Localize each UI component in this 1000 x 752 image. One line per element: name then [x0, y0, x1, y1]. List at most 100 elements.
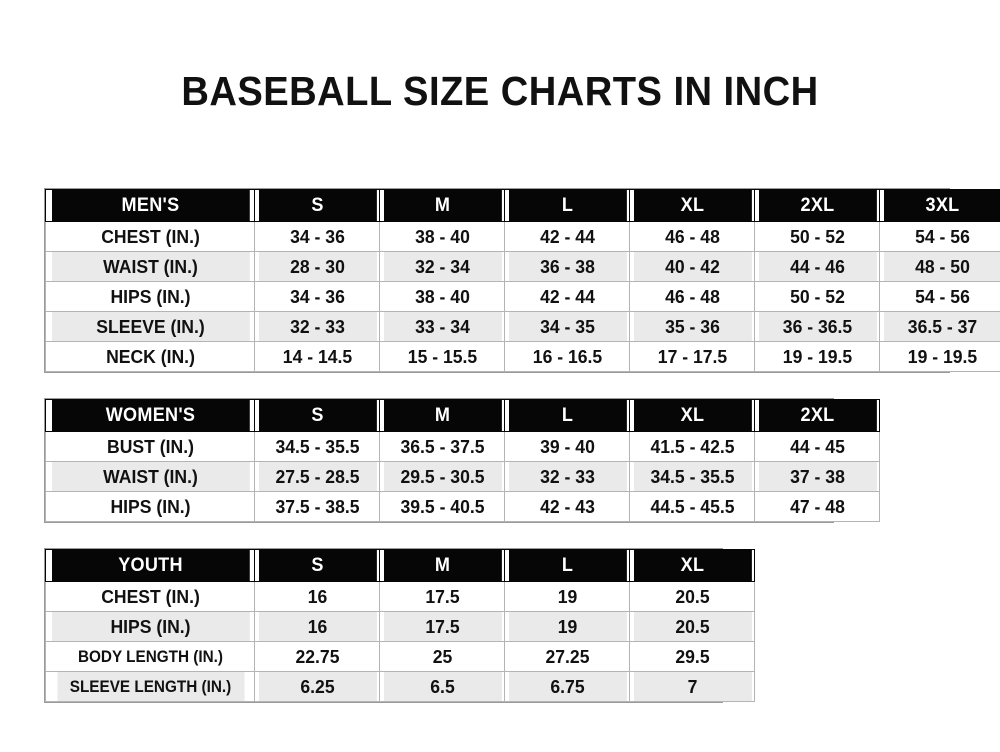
mens-measurement-label: SLEEVE (IN.) [50, 311, 250, 342]
youth-measurement-value: 20.5 [632, 581, 752, 612]
youth-size-header-s: S [257, 549, 377, 582]
womens-measurement-label: HIPS (IN.) [50, 491, 250, 522]
womens-measurement-value: 47 - 48 [757, 491, 877, 522]
mens-measurement-label: HIPS (IN.) [50, 281, 250, 312]
mens-measurement-label: CHEST (IN.) [50, 221, 250, 252]
womens-measurement-value: 39.5 - 40.5 [382, 491, 502, 522]
mens-measurement-value: 54 - 56 [882, 281, 1000, 312]
womens-measurement-value: 27.5 - 28.5 [257, 461, 377, 492]
mens-measurement-value: 38 - 40 [382, 281, 502, 312]
table-row: WAIST (IN.) 28 - 30 32 - 34 36 - 38 40 - 42 4… [46, 251, 1000, 282]
womens-measurement-value: 29.5 - 30.5 [382, 461, 502, 492]
mens-measurement-value: 34 - 36 [257, 221, 377, 252]
mens-measurement-value: 38 - 40 [382, 221, 502, 252]
mens-size-header-s: S [257, 189, 377, 222]
youth-measurement-value: 27.25 [507, 641, 627, 672]
womens-size-table: WOMEN'S S M L XL 2XL BUST (IN.) 34.5 - 35.5 36.… [45, 399, 880, 522]
youth-measurement-label: BODY LENGTH (IN.) [55, 641, 245, 672]
mens-measurement-value: 46 - 48 [632, 281, 752, 312]
mens-measurement-label: NECK (IN.) [50, 341, 250, 372]
womens-measurement-value: 39 - 40 [507, 431, 627, 462]
table-row: HIPS (IN.) 37.5 - 38.5 39.5 - 40.5 42 - 43 4… [46, 491, 880, 522]
mens-size-header-3xl: 3XL [882, 189, 1000, 222]
table-row: HIPS (IN.) 34 - 36 38 - 40 42 - 44 46 - 48 50… [46, 281, 1000, 312]
table-row: CHEST (IN.) 16 17.5 19 20.5 [46, 581, 755, 612]
womens-category-header: WOMEN'S [50, 399, 250, 432]
youth-size-chart: YOUTH S M L XL CHEST (IN.) 16 17.5 19 20.5 HIPS (… [44, 548, 752, 703]
womens-size-header-l: L [507, 399, 627, 432]
mens-header-row: MEN'S S M L XL 2XL 3XL [46, 189, 1000, 222]
youth-measurement-value: 16 [257, 611, 377, 642]
mens-table-body: CHEST (IN.) 34 - 36 38 - 40 42 - 44 46 - 48 5… [46, 221, 1000, 372]
mens-measurement-value: 16 - 16.5 [507, 341, 627, 372]
mens-measurement-value: 28 - 30 [257, 251, 377, 282]
table-row: NECK (IN.) 14 - 14.5 15 - 15.5 16 - 16.5 17 … [46, 341, 1000, 372]
youth-measurement-value: 19 [507, 611, 627, 642]
mens-measurement-value: 36 - 36.5 [757, 311, 877, 342]
mens-measurement-value: 48 - 50 [882, 251, 1000, 282]
mens-measurement-value: 34 - 35 [507, 311, 627, 342]
youth-measurement-value: 20.5 [632, 611, 752, 642]
youth-category-header: YOUTH [50, 549, 250, 582]
mens-measurement-value: 35 - 36 [632, 311, 752, 342]
mens-size-header-2xl: 2XL [757, 189, 877, 222]
womens-table-body: BUST (IN.) 34.5 - 35.5 36.5 - 37.5 39 - 40 4… [46, 431, 880, 522]
mens-measurement-value: 19 - 19.5 [757, 341, 877, 372]
womens-size-header-2xl: 2XL [757, 399, 877, 432]
womens-measurement-value: 32 - 33 [507, 461, 627, 492]
youth-measurement-value: 25 [382, 641, 502, 672]
mens-measurement-value: 34 - 36 [257, 281, 377, 312]
youth-header-row: YOUTH S M L XL [46, 549, 755, 582]
table-row: WAIST (IN.) 27.5 - 28.5 29.5 - 30.5 32 - 33… [46, 461, 880, 492]
youth-table-body: CHEST (IN.) 16 17.5 19 20.5 HIPS (IN.) 16 17.5 1… [46, 581, 755, 702]
womens-measurement-value: 34.5 - 35.5 [632, 461, 752, 492]
womens-table-head: WOMEN'S S M L XL 2XL [46, 399, 880, 432]
mens-measurement-value: 54 - 56 [882, 221, 1000, 252]
page-title: BASEBALL SIZE CHARTS IN INCH [181, 68, 819, 114]
youth-measurement-value: 19 [507, 581, 627, 612]
womens-measurement-value: 37 - 38 [757, 461, 877, 492]
womens-size-header-s: S [257, 399, 377, 432]
mens-size-table: MEN'S S M L XL 2XL 3XL CHEST (IN.) 34 - 36 38 - … [45, 189, 1000, 372]
youth-size-header-xl: XL [632, 549, 752, 582]
youth-measurement-value: 29.5 [632, 641, 752, 672]
mens-measurement-value: 15 - 15.5 [382, 341, 502, 372]
mens-measurement-value: 17 - 17.5 [632, 341, 752, 372]
mens-measurement-label: WAIST (IN.) [50, 251, 250, 282]
mens-size-chart: MEN'S S M L XL 2XL 3XL CHEST (IN.) 34 - 36 38 - … [44, 188, 1000, 373]
mens-measurement-value: 46 - 48 [632, 221, 752, 252]
mens-measurement-value: 42 - 44 [507, 221, 627, 252]
youth-measurement-value: 17.5 [382, 611, 502, 642]
mens-size-header-m: M [382, 189, 502, 222]
mens-measurement-value: 42 - 44 [507, 281, 627, 312]
mens-measurement-value: 50 - 52 [757, 281, 877, 312]
table-row: SLEEVE (IN.) 32 - 33 33 - 34 34 - 35 35 - 36… [46, 311, 1000, 342]
youth-measurement-value: 6.25 [257, 671, 377, 702]
mens-measurement-value: 14 - 14.5 [257, 341, 377, 372]
womens-size-chart: WOMEN'S S M L XL 2XL BUST (IN.) 34.5 - 35.5 36.… [44, 398, 877, 523]
mens-measurement-value: 40 - 42 [632, 251, 752, 282]
womens-measurement-value: 34.5 - 35.5 [257, 431, 377, 462]
womens-size-header-m: M [382, 399, 502, 432]
mens-measurement-value: 32 - 33 [257, 311, 377, 342]
mens-measurement-value: 44 - 46 [757, 251, 877, 282]
youth-measurement-label: CHEST (IN.) [50, 581, 250, 612]
womens-measurement-value: 44 - 45 [757, 431, 877, 462]
mens-category-header: MEN'S [50, 189, 250, 222]
table-row: SLEEVE LENGTH (IN.) 6.25 6.5 6.75 7 [46, 671, 755, 702]
womens-header-row: WOMEN'S S M L XL 2XL [46, 399, 880, 432]
youth-measurement-value: 7 [632, 671, 752, 702]
youth-measurement-value: 17.5 [382, 581, 502, 612]
youth-table-head: YOUTH S M L XL [46, 549, 755, 582]
womens-measurement-label: WAIST (IN.) [50, 461, 250, 492]
youth-size-header-l: L [507, 549, 627, 582]
mens-measurement-value: 36.5 - 37 [882, 311, 1000, 342]
womens-measurement-value: 42 - 43 [507, 491, 627, 522]
youth-measurement-label: SLEEVE LENGTH (IN.) [55, 671, 245, 702]
mens-measurement-value: 19 - 19.5 [882, 341, 1000, 372]
youth-size-header-m: M [382, 549, 502, 582]
womens-measurement-value: 41.5 - 42.5 [632, 431, 752, 462]
mens-size-header-xl: XL [632, 189, 752, 222]
table-row: HIPS (IN.) 16 17.5 19 20.5 [46, 611, 755, 642]
mens-measurement-value: 36 - 38 [507, 251, 627, 282]
